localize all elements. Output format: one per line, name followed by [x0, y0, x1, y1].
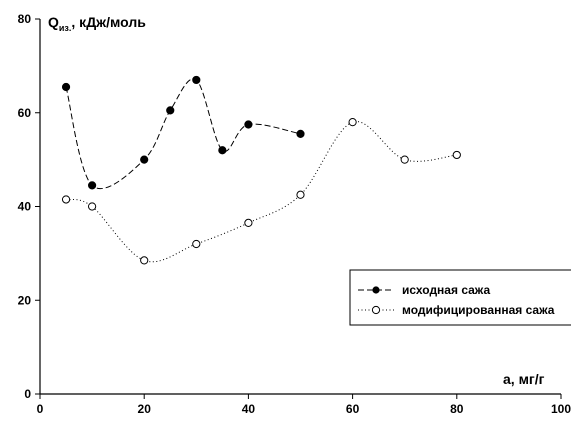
series-1-line — [65, 121, 457, 263]
series-0-point — [61, 82, 71, 92]
series-1-point — [88, 202, 97, 211]
axes — [39, 19, 561, 395]
x-tick-label: 20 — [138, 402, 152, 416]
series-1-point — [244, 218, 253, 228]
y-tick-label: 40 — [18, 200, 32, 214]
x-tick-label: 40 — [242, 402, 256, 416]
y-tick-label: 80 — [18, 12, 32, 26]
series-1-point — [140, 256, 149, 265]
series-0-point — [296, 129, 305, 138]
legend-label-modified: модифицированная сажа — [402, 303, 555, 317]
series-1-point — [192, 239, 201, 249]
series-1-point — [348, 118, 357, 127]
legend-marker-modified — [371, 305, 381, 315]
y-ticks: 0 20 40 60 80 — [18, 12, 40, 401]
legend-marker-original — [372, 286, 380, 294]
y-axis-title: Qиз., кДж/моль — [48, 14, 146, 33]
legend-label-original: исходная сажа — [402, 283, 490, 297]
series-1-point — [400, 155, 409, 164]
series-1-point — [61, 195, 71, 204]
y-axis-title-subscript: из. — [59, 23, 72, 33]
y-tick-label: 20 — [18, 293, 32, 307]
markers — [61, 75, 461, 265]
y-axis-title-main: Q — [48, 14, 59, 30]
y-tick-label: 60 — [18, 106, 32, 120]
series-0-line — [65, 78, 301, 189]
x-ticks: 0 20 40 60 80 100 — [37, 394, 571, 416]
x-axis-title: a, мг/г — [503, 371, 545, 387]
series-0-point — [218, 146, 227, 155]
y-tick-label: 0 — [24, 387, 31, 401]
x-tick-label: 80 — [450, 402, 464, 416]
series-1-point — [296, 190, 305, 199]
legend-entry-original: исходная сажа — [358, 283, 490, 297]
series-0-point — [88, 181, 97, 190]
series-0-point — [140, 155, 149, 164]
x-tick-label: 0 — [37, 402, 44, 416]
x-tick-label: 60 — [346, 402, 360, 416]
series-1-point — [452, 150, 461, 160]
y-axis-title-rest: , кДж/моль — [71, 14, 146, 30]
legend: исходная сажа модифицированная сажа — [349, 269, 571, 326]
series-0-point — [244, 120, 253, 129]
series-0-point — [192, 75, 201, 85]
legend-entry-modified: модифицированная сажа — [358, 303, 555, 317]
curves — [65, 78, 457, 263]
series-0-point — [166, 106, 175, 115]
x-tick-label: 100 — [551, 402, 571, 416]
legend-box — [349, 269, 571, 326]
